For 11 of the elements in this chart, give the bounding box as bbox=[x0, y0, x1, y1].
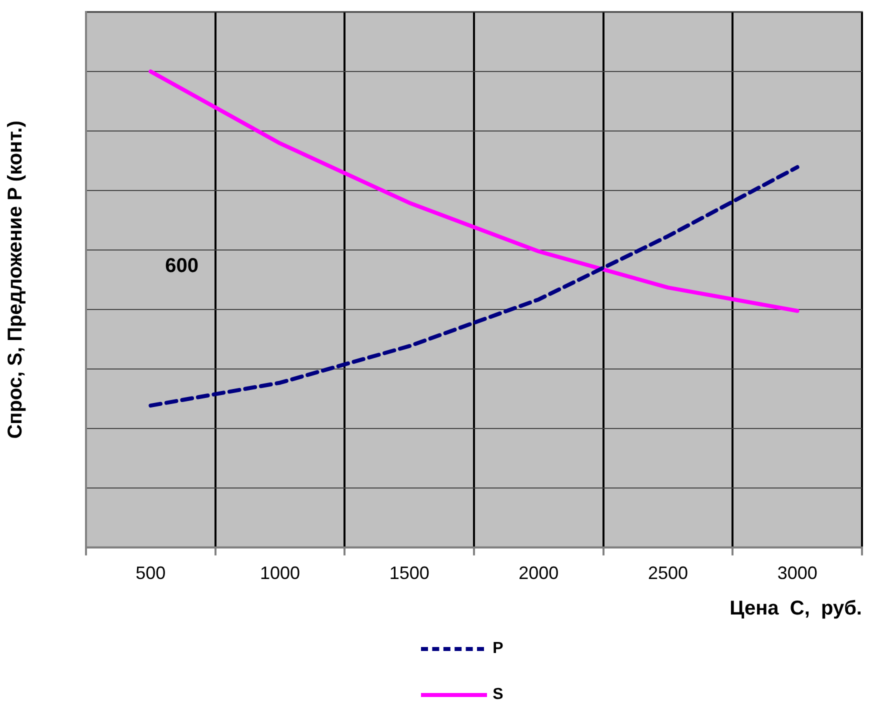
legend-label: S bbox=[492, 686, 504, 704]
x-tick-label: 1500 bbox=[389, 563, 430, 584]
x-tick-label: 3000 bbox=[777, 563, 818, 584]
x-axis-title: Цена С, руб. bbox=[730, 598, 862, 620]
legend-label: P bbox=[492, 640, 504, 658]
x-tick-label: 500 bbox=[136, 563, 166, 584]
x-tick-label: 2000 bbox=[518, 563, 559, 584]
y-axis-title: Спрос, S, Предложение Р (конт.) bbox=[4, 120, 27, 439]
annotation: 600 bbox=[165, 254, 199, 277]
x-tick-label: 2500 bbox=[648, 563, 688, 584]
x-tick-label: 1000 bbox=[260, 563, 300, 584]
